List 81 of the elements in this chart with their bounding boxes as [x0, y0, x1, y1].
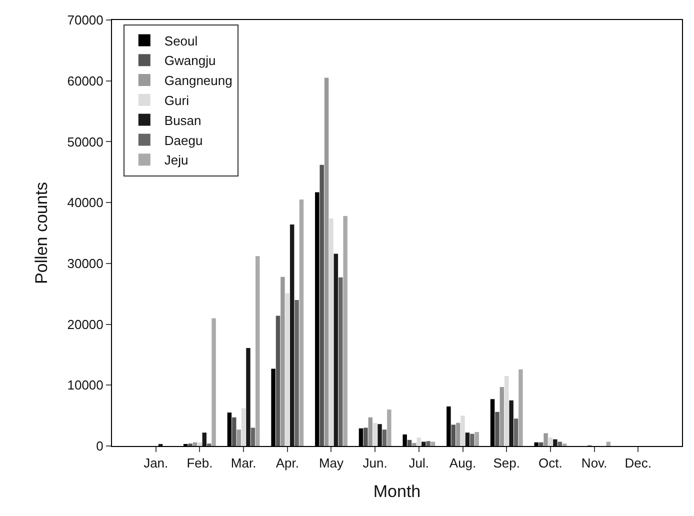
legend-label: Gwangju [164, 53, 216, 68]
bar [198, 442, 202, 446]
y-axis-title: Pollen counts [32, 182, 51, 284]
bar [382, 430, 387, 446]
y-tick-label: 40000 [67, 195, 104, 210]
bar [509, 400, 514, 446]
y-tick-label: 30000 [67, 256, 104, 271]
bar [451, 424, 456, 446]
bar [407, 440, 412, 446]
bar [250, 428, 256, 446]
bar [474, 432, 479, 446]
bar [212, 318, 216, 446]
legend-label: Guri [164, 92, 190, 108]
y-tick-label: 70000 [67, 12, 104, 28]
bar [232, 417, 236, 446]
y-tick-label: 10000 [67, 378, 104, 393]
x-tick-label: Apr. [276, 456, 299, 471]
legend-label: Jeju [164, 152, 188, 168]
bar [202, 432, 206, 446]
bar [290, 224, 294, 446]
x-tick-label: Jul. [408, 456, 430, 471]
bar [514, 418, 518, 446]
bar [500, 386, 504, 446]
y-tick-label: 60000 [67, 73, 104, 88]
bar [320, 164, 324, 446]
x-tick-label: May [318, 456, 344, 471]
y-tick-label: 50000 [67, 134, 104, 150]
bar [465, 432, 470, 446]
bar [544, 433, 548, 446]
bar [430, 442, 436, 446]
bar [246, 348, 250, 446]
bar [299, 200, 304, 446]
bar [387, 409, 392, 446]
legend-label: Daegu [164, 132, 203, 148]
bar [368, 417, 372, 446]
bar [236, 430, 241, 446]
bar [276, 316, 280, 446]
x-tick-label: Jun. [362, 456, 388, 471]
bar [606, 442, 611, 446]
bar [241, 408, 246, 446]
bar [470, 434, 474, 446]
bar [412, 442, 416, 446]
bar [324, 78, 329, 446]
bar [343, 216, 348, 446]
bar [548, 437, 553, 446]
y-tick-label: 20000 [67, 316, 104, 332]
x-tick-label: Jan. [144, 456, 168, 471]
x-tick-label: Oct. [538, 456, 562, 471]
bar [192, 442, 198, 446]
x-tick-label: Nov. [581, 456, 608, 471]
bar [378, 424, 382, 446]
bar [372, 422, 378, 446]
x-tick-label: Aug. [449, 456, 476, 471]
bar [538, 442, 544, 446]
bar [329, 218, 334, 446]
x-tick-label: Sep. [493, 456, 520, 471]
bar [334, 254, 338, 446]
bar [280, 276, 285, 446]
x-tick-label: Dec. [624, 456, 652, 471]
x-tick-label: Feb. [186, 456, 213, 471]
legend-label: Gangneung [164, 73, 232, 88]
bar [256, 256, 260, 446]
x-tick-label: Mar. [230, 456, 256, 471]
bar [426, 441, 430, 446]
bar [504, 376, 509, 446]
bar [456, 422, 460, 446]
bar [558, 442, 562, 446]
bar [285, 293, 290, 446]
bar [422, 442, 426, 446]
legend-label: Busan [164, 112, 202, 128]
bar [495, 412, 500, 446]
bar [460, 416, 465, 446]
bar [338, 277, 343, 446]
x-axis-title: Month [373, 482, 421, 501]
bar [364, 428, 368, 446]
legend-label: Seoul [164, 33, 198, 48]
bar [553, 439, 558, 446]
bar [416, 437, 422, 446]
bar [518, 369, 523, 446]
y-tick-label: 0 [96, 438, 104, 454]
bar [294, 300, 299, 446]
